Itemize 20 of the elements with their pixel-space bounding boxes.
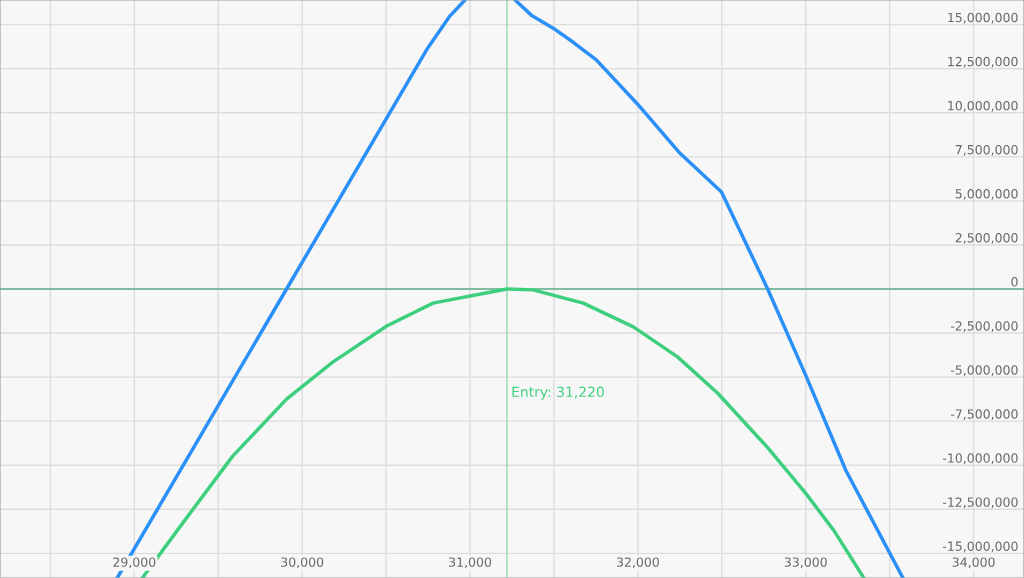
y-tick-label: -7,500,000 <box>950 409 1018 421</box>
y-tick-label: -10,000,000 <box>942 453 1018 465</box>
x-tick-label: 31,000 <box>449 557 492 569</box>
y-tick-label: 0 <box>1011 277 1018 287</box>
y-tick-label: -15,000,000 <box>942 541 1018 553</box>
x-tick-label: 33,000 <box>784 557 827 569</box>
ref-line-label: Entry: 31,220 <box>512 386 604 400</box>
x-tick-label: 29,000 <box>113 557 156 569</box>
y-tick-label: 10,000,000 <box>948 100 1018 112</box>
y-tick-label: 2,500,000 <box>955 233 1018 244</box>
x-tick-label: 30,000 <box>281 557 324 569</box>
y-tick-label: -5,000,000 <box>950 365 1018 376</box>
y-tick-label: -12,500,000 <box>942 497 1018 509</box>
y-tick-label: 12,500,000 <box>948 56 1018 68</box>
y-tick-label: 5,000,000 <box>955 189 1018 200</box>
x-tick-label: 32,000 <box>616 557 659 569</box>
y-tick-label: 15,000,000 <box>948 12 1018 24</box>
x-tick-label: 34,000 <box>952 557 995 569</box>
y-tick-label: 7,500,000 <box>955 144 1018 156</box>
y-tick-label: -2,500,000 <box>950 321 1018 332</box>
